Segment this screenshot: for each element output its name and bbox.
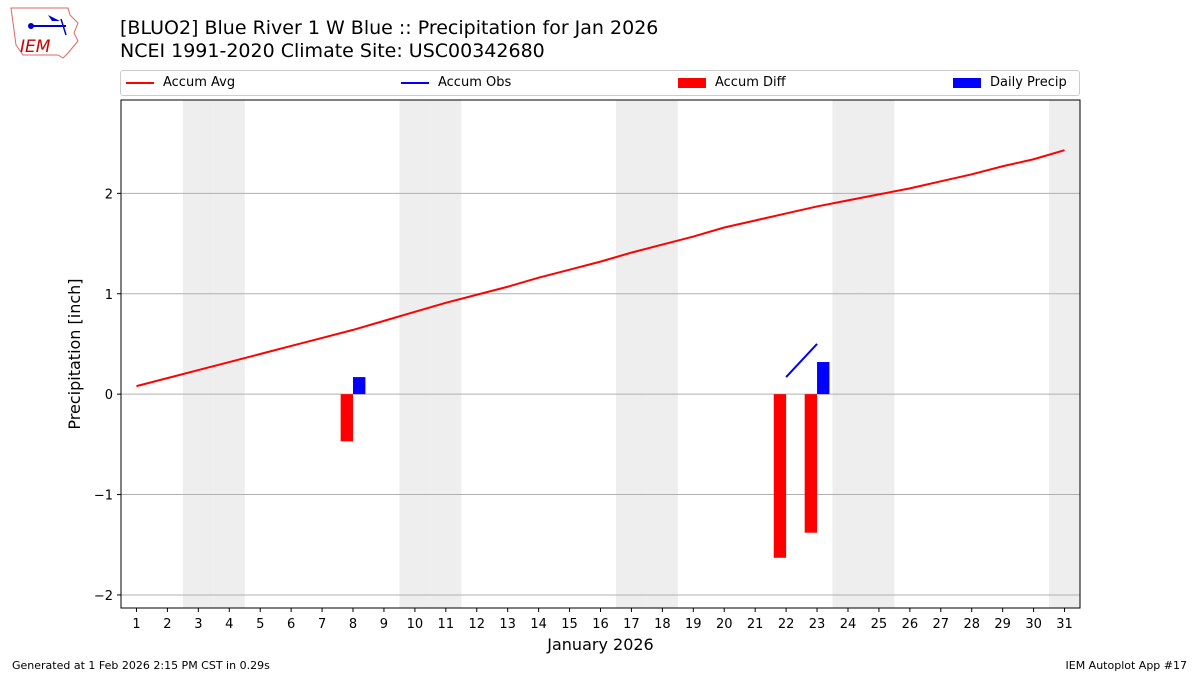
x-tick-label: 23	[809, 617, 826, 632]
accum-diff-bar	[773, 394, 787, 558]
x-tick-label: 1	[132, 617, 140, 632]
x-tick-label: 4	[225, 617, 233, 632]
x-axis-label: January 2026	[546, 635, 653, 654]
y-tick-label: −2	[94, 589, 113, 604]
x-tick-label: 15	[561, 617, 578, 632]
weekend-band	[863, 100, 895, 608]
x-tick-label: 22	[778, 617, 795, 632]
x-tick-label: 20	[716, 617, 733, 632]
accum-avg-line	[136, 149, 1065, 388]
x-tick-label: 7	[318, 617, 326, 632]
weekend-band	[182, 100, 214, 608]
footer-app: IEM Autoplot App #17	[1065, 659, 1188, 672]
weekend-band	[399, 100, 431, 608]
x-tick-label: 5	[256, 617, 264, 632]
x-tick-label: 12	[468, 617, 485, 632]
x-tick-label: 10	[407, 617, 424, 632]
plot-frame	[120, 99, 1081, 609]
chart-subtitle: NCEI 1991-2020 Climate Site: USC00342680	[120, 40, 545, 62]
x-tick-label: 31	[1056, 617, 1073, 632]
weekend-band	[213, 100, 245, 608]
y-axis-label: Precipitation [inch]	[65, 278, 84, 429]
x-tick-label: 3	[194, 617, 202, 632]
x-tick-label: 17	[623, 617, 640, 632]
x-tick-label: 8	[349, 617, 357, 632]
x-tick-label: 11	[438, 617, 455, 632]
legend-item-accum-obs: Accum Obs	[401, 75, 511, 90]
legend-item-daily-precip: Daily Precip	[953, 75, 1067, 90]
svg-text:IEM: IEM	[20, 37, 51, 57]
x-tick-label: 14	[530, 617, 547, 632]
x-tick-label: 6	[287, 617, 295, 632]
y-tick-label: −1	[94, 489, 113, 504]
weekend-band	[646, 100, 678, 608]
x-tick-label: 26	[902, 617, 919, 632]
x-tick-label: 25	[871, 617, 888, 632]
weekend-band	[615, 100, 647, 608]
weekend-band	[832, 100, 864, 608]
chart-title: [BLUO2] Blue River 1 W Blue :: Precipita…	[120, 17, 659, 39]
x-tick-label: 27	[933, 617, 950, 632]
legend-item-accum-diff: Accum Diff	[678, 75, 786, 90]
legend-item-accum-avg: Accum Avg	[126, 75, 235, 90]
x-tick-label: 18	[654, 617, 671, 632]
daily-precip-bar	[353, 377, 366, 395]
legend: Accum Avg Accum Obs Accum Diff Daily Pre…	[120, 70, 1080, 96]
weekend-band	[430, 100, 462, 608]
footer-generated: Generated at 1 Feb 2026 2:15 PM CST in 0…	[12, 659, 270, 672]
x-tick-label: 30	[1025, 617, 1042, 632]
accum-obs-line	[785, 343, 818, 378]
x-tick-label: 16	[592, 617, 609, 632]
x-tick-label: 13	[499, 617, 516, 632]
y-tick-label: 0	[105, 388, 113, 403]
accum-diff-bar	[340, 394, 354, 442]
daily-precip-bar	[817, 362, 830, 395]
x-tick-label: 19	[685, 617, 702, 632]
y-tick-label: 1	[105, 288, 113, 303]
x-tick-label: 21	[747, 617, 764, 632]
y-tick-label: 2	[105, 187, 113, 202]
x-tick-label: 28	[963, 617, 980, 632]
iem-logo: IEM	[10, 7, 79, 59]
accum-diff-bar	[804, 394, 818, 533]
weekend-band	[1049, 100, 1080, 608]
x-tick-label: 24	[840, 617, 857, 632]
x-tick-label: 9	[380, 617, 388, 632]
x-tick-label: 2	[163, 617, 171, 632]
x-tick-label: 29	[994, 617, 1011, 632]
